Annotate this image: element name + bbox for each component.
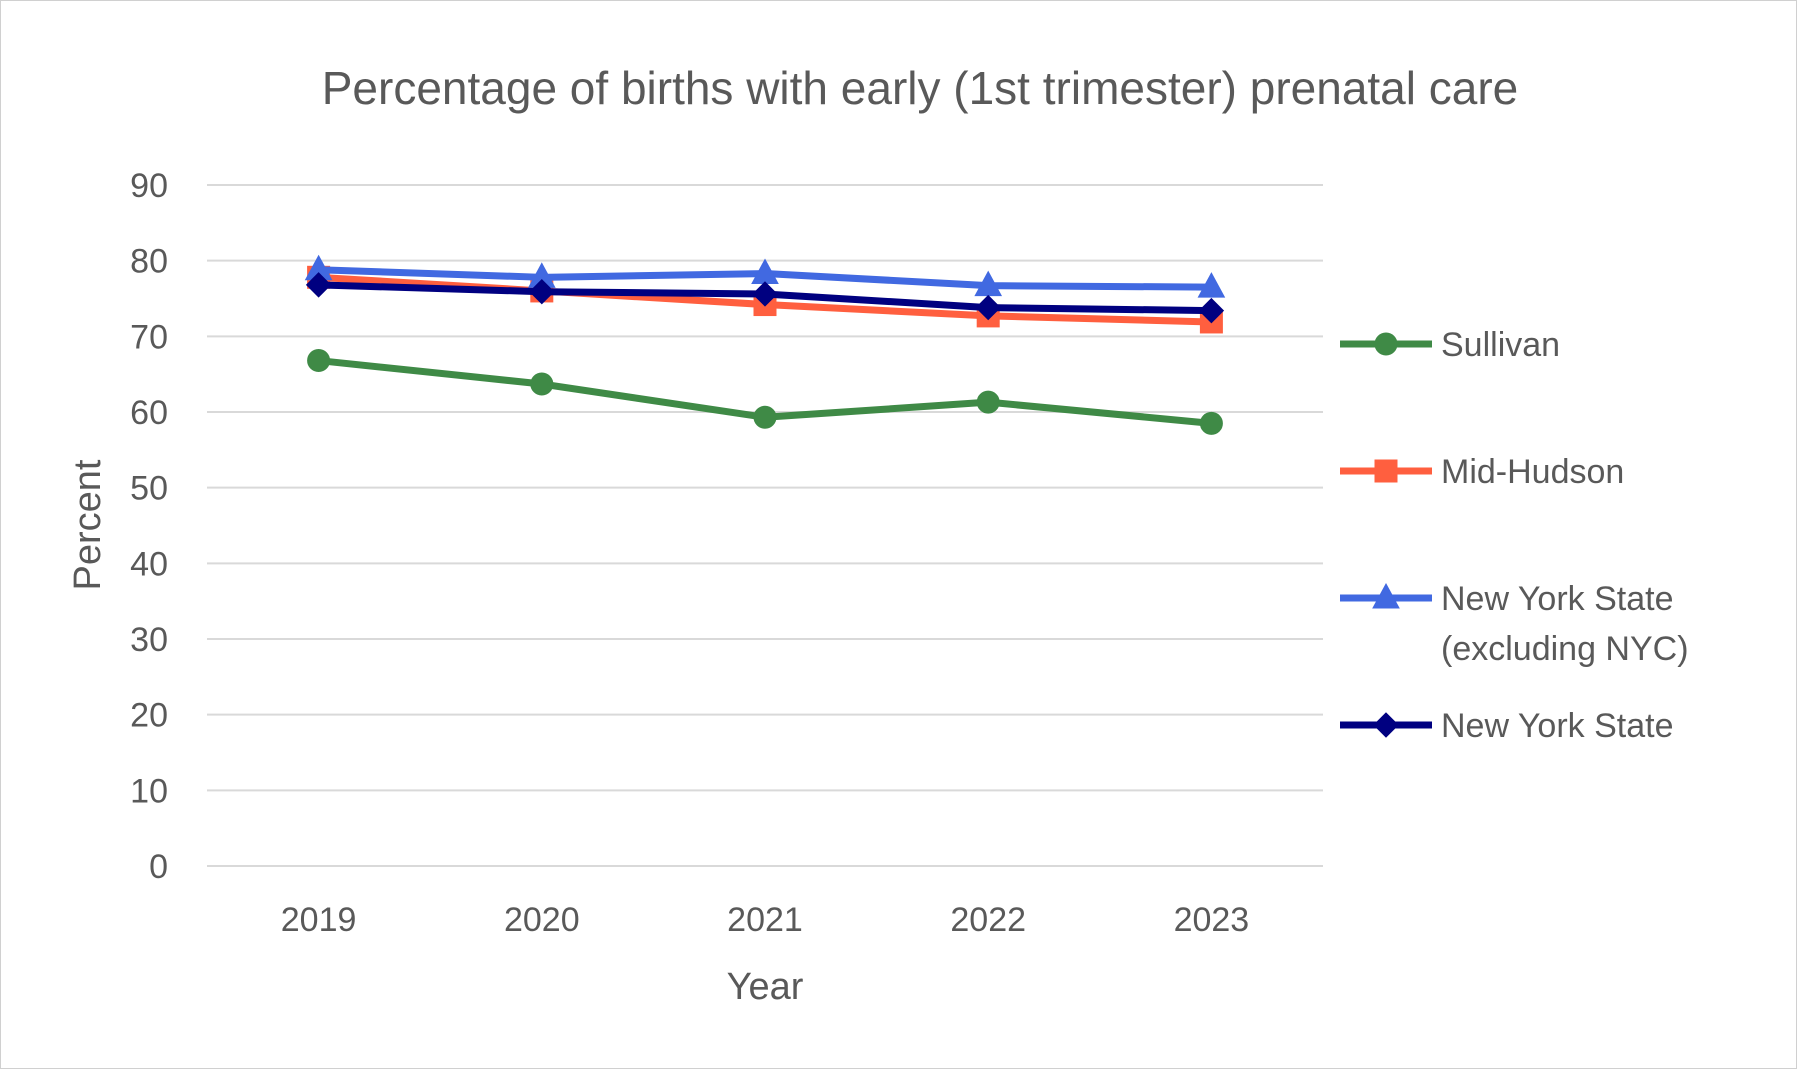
legend-marker (1374, 459, 1398, 483)
x-tick-label: 2021 (727, 901, 803, 939)
y-tick-label: 90 (130, 167, 168, 205)
y-tick-label: 20 (130, 697, 168, 735)
series-diamond (305, 272, 1225, 324)
legend-label: Sullivan (1441, 326, 1560, 364)
chart-title: Percentage of births with early (1st tri… (322, 62, 1519, 114)
series-lines (304, 254, 1226, 435)
legend-marker (1374, 332, 1398, 356)
legend-item: Sullivan (1340, 326, 1560, 364)
y-tick-label: 70 (130, 318, 168, 356)
x-tick-label: 2022 (950, 901, 1026, 939)
y-tick-label: 40 (130, 545, 168, 583)
y-tick-label: 30 (130, 621, 168, 659)
data-point (530, 372, 554, 396)
x-tick-label: 2020 (504, 901, 580, 939)
legend-marker (1372, 582, 1400, 609)
series-circle (307, 349, 1223, 435)
legend: Sullivan Mid-Hudson New York State (excludi… (1340, 326, 1689, 745)
legend-item: New York State (1340, 707, 1673, 745)
y-axis-label: Percent (67, 459, 109, 590)
y-axis-ticks: 0 10 20 30 40 50 60 70 80 90 (130, 167, 168, 886)
data-point (1197, 272, 1226, 298)
data-point (307, 349, 331, 373)
x-tick-label: 2019 (281, 901, 357, 939)
y-tick-label: 10 (130, 772, 168, 810)
data-point (1198, 297, 1225, 324)
data-point (305, 272, 332, 298)
data-point (1199, 411, 1223, 435)
legend-label: New York State (1441, 707, 1673, 745)
x-axis-label: Year (727, 966, 804, 1008)
data-point (752, 281, 778, 307)
y-tick-label: 80 (130, 243, 168, 281)
data-point (529, 278, 555, 305)
legend-item: Mid-Hudson (1340, 453, 1624, 491)
legend-label: New York State (1441, 580, 1673, 618)
y-tick-label: 60 (130, 394, 168, 432)
legend-label: (excluding NYC) (1441, 630, 1689, 668)
y-tick-label: 50 (130, 470, 168, 508)
legend-marker (1373, 712, 1399, 738)
x-axis-ticks: 2019 2020 2021 2022 2023 (281, 901, 1249, 939)
legend-item: New York State (excluding NYC) (1340, 580, 1689, 668)
series-triangle (304, 254, 1226, 298)
legend-label: Mid-Hudson (1441, 453, 1624, 491)
data-point (976, 390, 1000, 414)
y-tick-label: 0 (149, 848, 168, 886)
x-tick-label: 2023 (1174, 901, 1250, 939)
data-point (753, 405, 777, 429)
data-point (975, 294, 1001, 321)
